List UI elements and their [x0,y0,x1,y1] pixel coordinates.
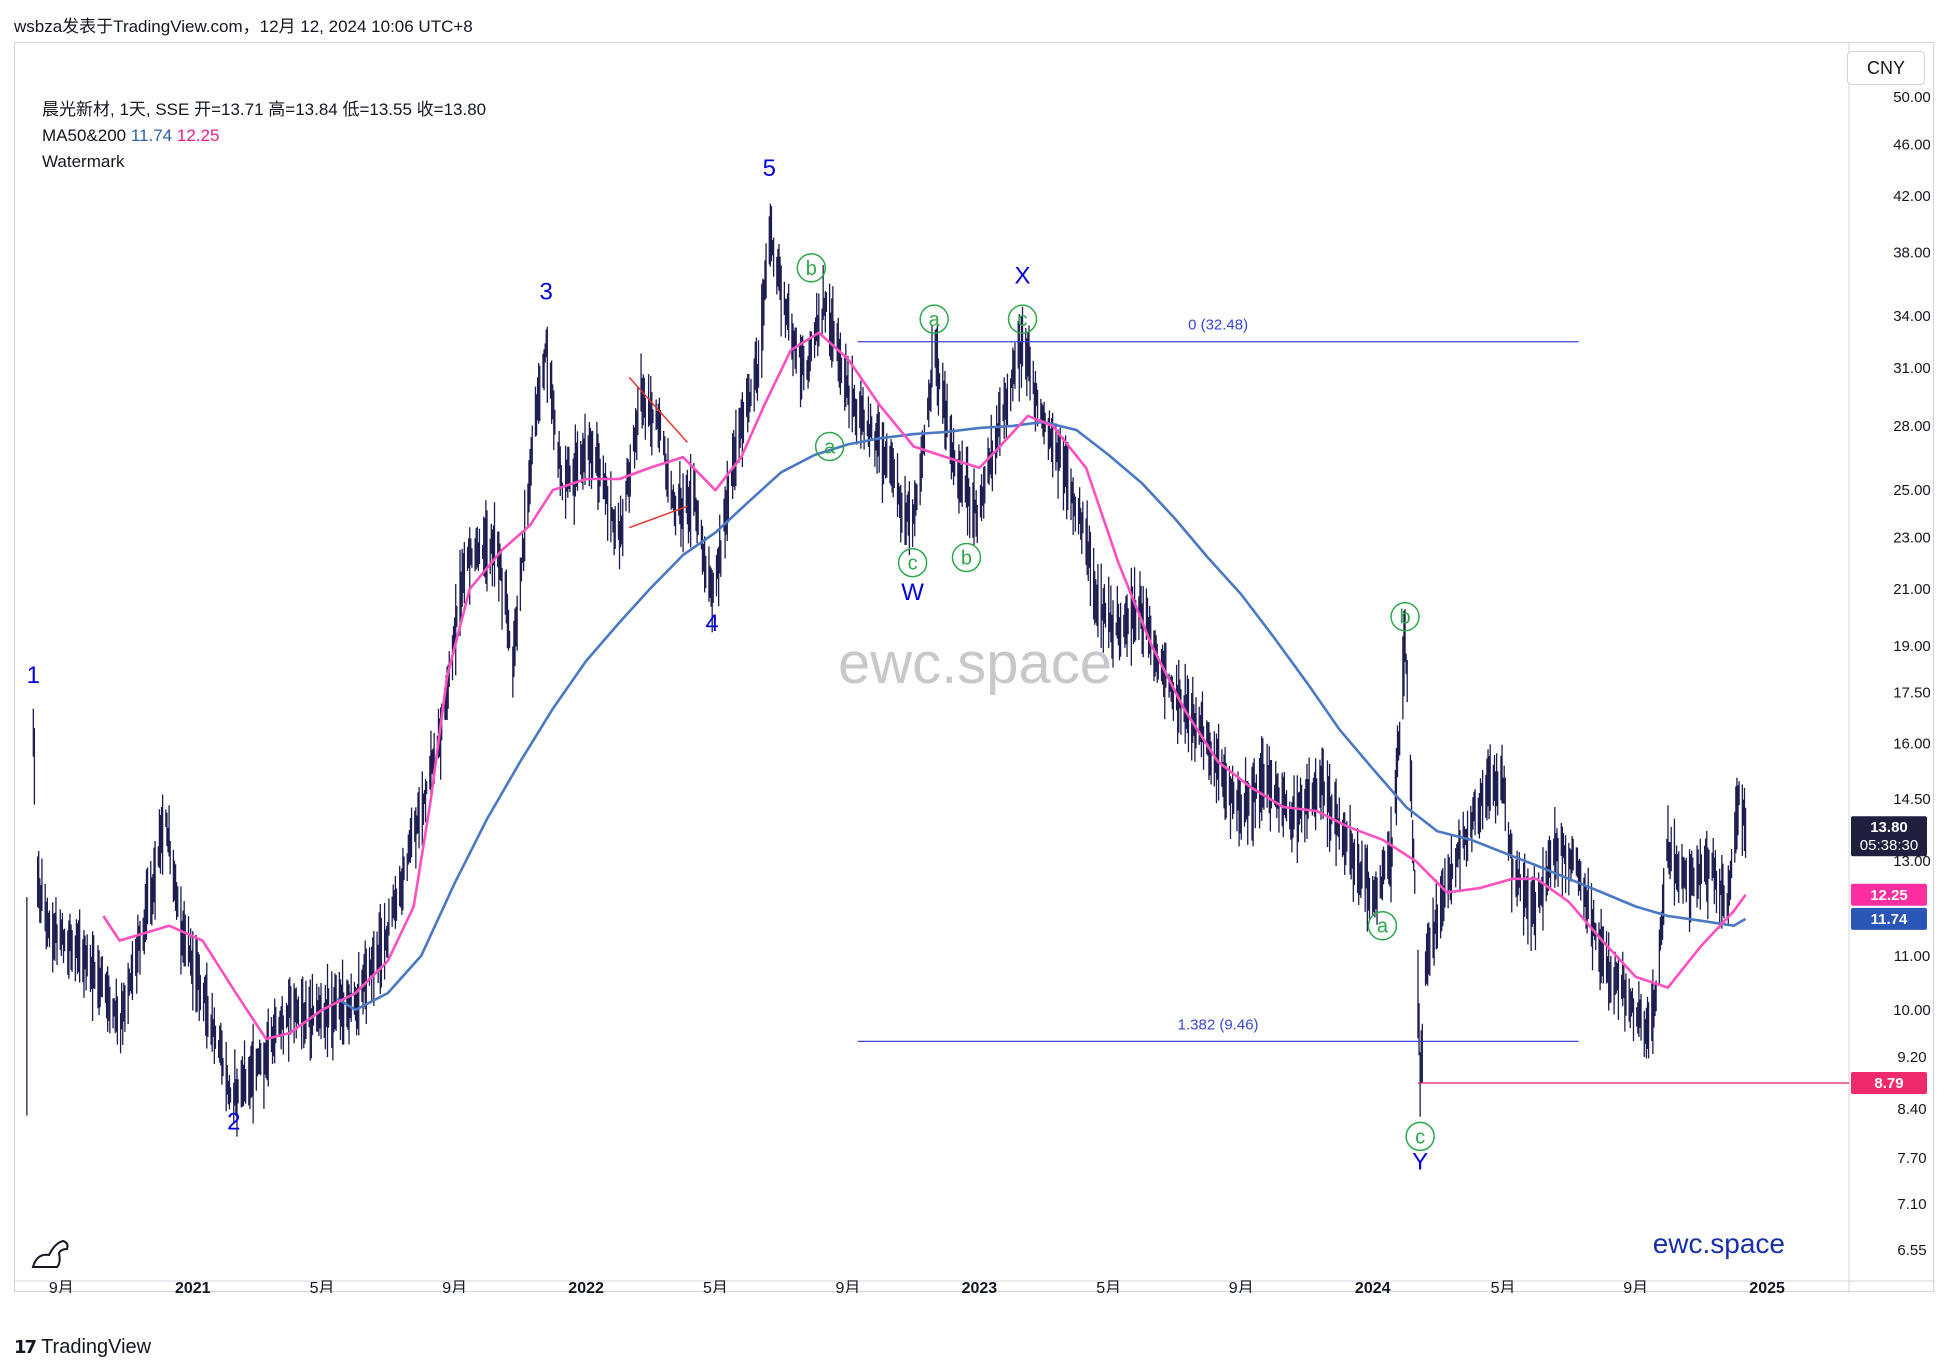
ma50-line [102,331,1747,1041]
y-tick-label: 8.40 [1897,1101,1926,1118]
y-tick-label: 17.50 [1893,684,1931,701]
y-tick-label: 10.00 [1893,1002,1931,1019]
y-tick-label: 42.00 [1893,188,1931,205]
price-badge [1851,1072,1927,1095]
price-badge [1851,816,1927,857]
center-watermark: ewc.space [838,631,1112,696]
symbol-ohlc-line: 晨光新材, 1天, SSE 开=13.71 高=13.84 低=13.55 收=… [42,100,487,119]
y-tick-label: 13.00 [1893,853,1931,870]
chart-frame: 50.00 46.00 42.00 38.00 34.00 31.00 28.00 25.00… [14,42,1935,1293]
x-tick-label: 2024 [1355,1280,1391,1293]
ma50-value: 11.74 [130,126,173,145]
tradingview-logo-icon: 17 [14,1337,37,1358]
y-tick-label: 38.00 [1893,245,1931,262]
y-tick-label: 6.55 [1897,1242,1926,1259]
wave-label-primary: 2 [227,1108,240,1135]
tradingview-footer-logo[interactable]: 17 TradingView [14,1336,151,1359]
wave-label-minor: c [908,553,918,575]
y-tick-label: 28.00 [1893,418,1931,435]
wave-label-circle [1007,304,1038,334]
wave-label-primary: 4 [705,610,718,637]
wave-label-minor: a [824,437,836,459]
corner-watermark: ewc.space [1653,1228,1785,1259]
wave-label-primary: Y [1412,1148,1428,1175]
x-tick-label: 2021 [175,1280,211,1293]
publish-caption: wsbza发表于TradingView.com，12月 12, 2024 10:… [14,17,473,36]
fib-level-label: 1.382 (9.46) [1178,1016,1259,1033]
price-badge-label: 8.79 [1874,1075,1903,1092]
footer-brand: TradingView [41,1336,152,1358]
y-tick-label: 19.00 [1893,638,1931,655]
triangle-trendline [628,505,688,529]
y-tick-label: 11.00 [1894,948,1930,965]
y-tick-label: 23.00 [1893,529,1931,546]
x-tick-label: 9月 [1229,1280,1254,1293]
y-tick-label: 14.50 [1893,791,1931,808]
price-badge-countdown: 05:38:30 [1860,837,1918,854]
wave-label-primary: 5 [763,155,776,182]
wave-label-primary: 1 [27,662,40,689]
watermark-indicator-label: Watermark [42,152,125,171]
wave-label-circle [1405,1121,1435,1152]
wave-label-minor: a [1377,916,1389,938]
y-tick-label: 9.20 [1897,1049,1926,1066]
x-tick-label: 9月 [49,1280,74,1293]
y-tick-label: 21.00 [1893,581,1931,598]
wave-label-circle [1390,601,1420,632]
wave-label-minor: a [929,309,941,331]
x-tick-label: 9月 [835,1280,860,1293]
wave-label-minor: b [961,548,972,570]
price-badge [1851,883,1927,906]
wave-label-minor: b [1399,607,1410,629]
x-tick-label: 5月 [703,1280,728,1293]
x-tick-label: 2025 [1749,1280,1785,1293]
price-badge [1851,907,1927,930]
wave-label-circle [796,253,827,283]
y-tick-label: 50.00 [1893,89,1931,106]
wave-label-minor: c [1415,1126,1425,1148]
triangle-trendline [628,376,688,443]
ma200-value: 12.25 [176,126,220,145]
wave-label-circle [1367,910,1398,941]
y-tick-label: 7.10 [1897,1196,1926,1213]
wave-label-circle [814,431,845,462]
y-tick-label: 16.00 [1893,735,1931,752]
price-badge-label: 13.80 [1870,819,1908,836]
y-tick-label: 31.00 [1893,360,1931,377]
price-chart[interactable]: 50.00 46.00 42.00 38.00 34.00 31.00 28.00 25.00… [15,43,1935,1293]
ma-legend-line: MA50&200 11.74 12.25 [42,123,486,149]
ma-label: MA50&200 [42,126,127,145]
x-tick-label: 9月 [1623,1280,1648,1293]
currency-selector[interactable]: CNY [1847,51,1925,85]
chart-legend: 晨光新材, 1天, SSE 开=13.71 高=13.84 低=13.55 收=… [42,97,486,175]
wave-label-circle [897,547,928,578]
fib-level-label: 0 (32.48) [1188,317,1248,334]
wave-label-circle [951,542,982,573]
wave-label-circle [919,304,949,334]
y-tick-label: 46.00 [1893,136,1931,153]
y-tick-label: 25.00 [1893,482,1931,499]
x-tick-label: 9月 [442,1280,467,1293]
price-badge-label: 11.74 [1871,911,1908,928]
x-tick-label: 2022 [568,1280,604,1293]
tradingview-dino-icon [31,1239,69,1268]
x-tick-label: 5月 [1096,1280,1121,1293]
wave-label-primary: W [901,579,924,606]
wave-label-minor: c [1018,309,1028,331]
dino-outline [31,1239,69,1268]
wave-label-primary: 3 [540,278,553,305]
x-tick-label: 5月 [310,1280,335,1293]
price-badge-label: 12.25 [1870,887,1908,904]
y-tick-label: 7.70 [1897,1150,1926,1167]
y-tick-label: 34.00 [1893,308,1931,325]
wave-label-primary: X [1015,262,1031,289]
wave-label-minor: b [806,258,817,280]
x-tick-label: 5月 [1491,1280,1516,1293]
x-tick-label: 2023 [962,1280,998,1293]
